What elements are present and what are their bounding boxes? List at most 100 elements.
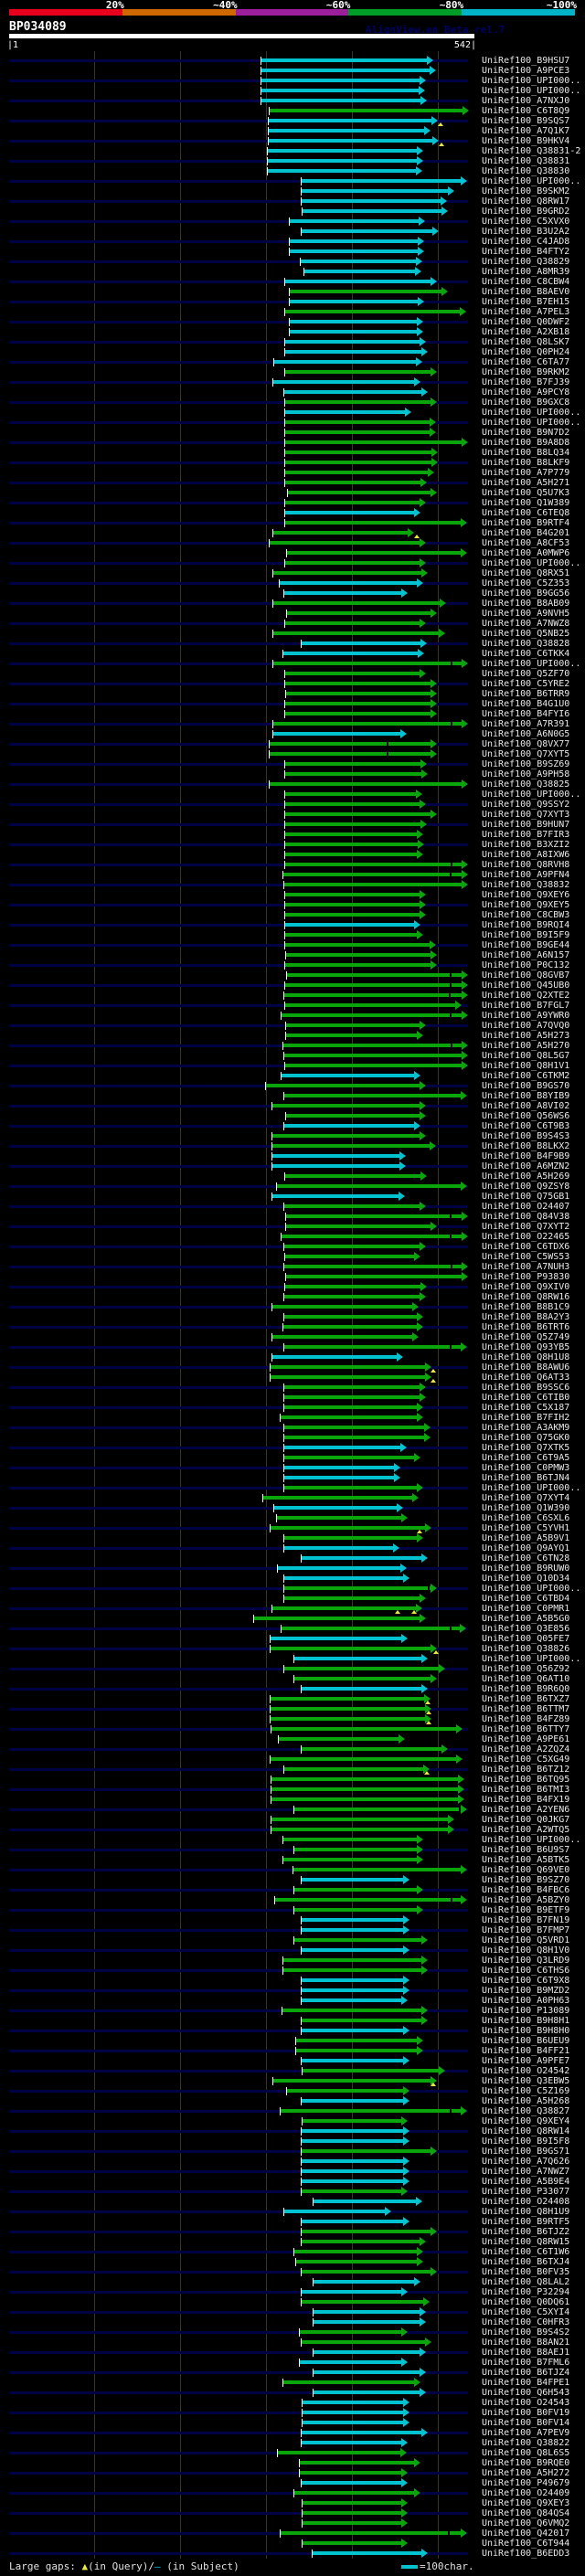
hit-bar	[271, 1707, 426, 1711]
hit-start-tick	[281, 1072, 282, 1080]
hit-bar	[296, 2049, 419, 2052]
row-stripe	[9, 1467, 468, 1469]
hit-start-tick	[271, 2077, 273, 2085]
hit-bar	[271, 1164, 400, 1168]
hit-bar	[314, 2390, 421, 2394]
arrowhead-icon	[420, 800, 427, 809]
legend-scale-text: =100char.	[420, 2560, 474, 2572]
legend-scale: =100char.	[401, 2560, 474, 2572]
hit-bar	[272, 601, 441, 605]
hit-bar	[284, 390, 423, 394]
hit-start-tick	[299, 2459, 300, 2467]
arrowhead-icon	[403, 1976, 410, 1985]
hit-accession-label: UniRef100_A9PFN4	[482, 870, 570, 880]
arrowhead-icon	[418, 237, 425, 246]
hit-accession-label: UniRef100_Q75GB1	[482, 1192, 570, 1202]
hit-start-tick	[313, 2389, 314, 2397]
row-stripe	[9, 2251, 468, 2253]
arrowhead-icon	[420, 900, 427, 909]
hit-accession-label: UniRef100_Q38826	[482, 1644, 570, 1654]
hit-bar	[271, 1828, 450, 1831]
hit-accession-label: UniRef100_Q9XEY4	[482, 2116, 570, 2126]
hit-start-tick	[270, 1635, 271, 1643]
row-stripe	[9, 2391, 468, 2394]
hit-accession-label: UniRef100_A8IXW6	[482, 850, 570, 860]
hit-bar	[261, 99, 422, 102]
hit-start-tick	[277, 2449, 279, 2457]
subject-gap-marker	[450, 1044, 452, 1047]
subject-gap-marker	[449, 1345, 452, 1349]
arrowhead-icon	[399, 2448, 407, 2457]
hit-accession-label: UniRef100_C8CBW3	[482, 910, 570, 920]
row-stripe	[9, 180, 468, 183]
hit-accession-label: UniRef100_UPI000..	[482, 790, 581, 800]
hit-bar	[296, 2260, 419, 2263]
arrowhead-icon	[400, 1634, 408, 1643]
hit-accession-label: UniRef100_Q3EBW5	[482, 2076, 570, 2086]
hit-bar	[281, 2531, 462, 2535]
hit-bar	[286, 611, 431, 615]
hit-bar	[285, 370, 431, 374]
hit-start-tick	[300, 2147, 302, 2156]
hit-bar	[301, 2220, 405, 2223]
arrowhead-icon	[403, 2126, 410, 2136]
row-stripe	[9, 120, 468, 122]
arrowhead-icon	[398, 1734, 405, 1744]
subject-gap-marker	[449, 1235, 452, 1238]
row-stripe	[9, 843, 468, 846]
hit-accession-label: UniRef100_Q8L5G7	[482, 1051, 570, 1061]
hit-bar	[270, 742, 431, 746]
arrowhead-icon	[400, 2358, 408, 2367]
row-stripe	[9, 1648, 468, 1650]
hit-bar	[285, 943, 431, 947]
hit-bar	[301, 2240, 421, 2243]
arrowhead-icon	[405, 408, 412, 417]
arrowhead-icon	[423, 2297, 431, 2306]
hit-bar	[285, 1003, 456, 1007]
hit-start-tick	[284, 770, 285, 779]
hit-bar	[285, 762, 422, 766]
hit-bar	[286, 551, 463, 555]
hit-accession-label: UniRef100_A0PH63	[482, 1996, 570, 2006]
hit-bar	[285, 430, 431, 434]
hit-bar	[284, 1245, 421, 1248]
hit-start-tick	[300, 1876, 302, 1884]
arrowhead-icon	[430, 689, 437, 698]
hit-bar	[287, 491, 431, 494]
hit-start-tick	[270, 1363, 271, 1372]
hit-accession-label: UniRef100_Q56WS6	[482, 1111, 570, 1121]
hit-bar	[285, 1034, 419, 1037]
hit-start-tick	[288, 217, 290, 226]
hit-accession-label: UniRef100_B6TJN4	[482, 1473, 570, 1483]
hit-start-tick	[300, 2157, 302, 2166]
row-stripe	[9, 1065, 468, 1067]
hit-bar	[285, 410, 407, 414]
hit-start-tick	[284, 760, 285, 769]
subject-gap-marker	[459, 1807, 462, 1811]
hit-bar	[300, 2360, 402, 2364]
hit-start-tick	[284, 921, 285, 929]
hit-start-tick	[300, 1916, 302, 1924]
hit-start-tick	[284, 680, 285, 688]
arrowhead-icon	[420, 1393, 427, 1402]
hit-bar	[285, 913, 421, 917]
arrowhead-icon	[430, 2147, 437, 2156]
hit-start-tick	[284, 479, 285, 487]
hit-bar	[272, 722, 463, 726]
arrowhead-icon	[399, 1151, 406, 1161]
hit-bar	[261, 79, 421, 82]
arrowhead-icon	[430, 277, 437, 286]
arrowhead-icon	[460, 1865, 467, 1874]
arrowhead-icon	[430, 1644, 437, 1653]
hit-bar	[285, 672, 421, 675]
hit-start-tick	[281, 1233, 282, 1241]
hit-start-tick	[283, 881, 285, 889]
hit-accession-label: UniRef100_B9I5F8	[482, 2136, 570, 2147]
hit-accession-label: UniRef100_C5Z353	[482, 578, 570, 588]
row-stripe	[9, 2452, 468, 2454]
hit-bar	[284, 1265, 463, 1268]
row-stripe	[9, 2371, 468, 2374]
arrowhead-icon	[460, 2106, 467, 2115]
hit-start-tick	[283, 1122, 285, 1130]
arrowhead-icon	[400, 2187, 408, 2196]
